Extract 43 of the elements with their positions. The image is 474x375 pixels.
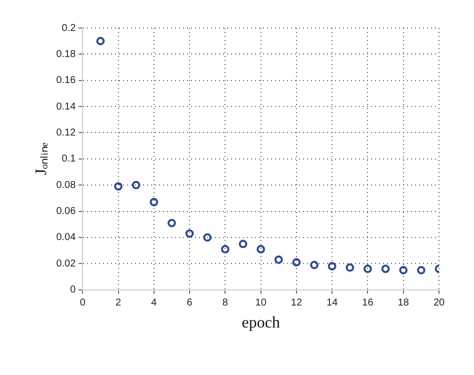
x-tick-label: 12 xyxy=(290,298,302,309)
point xyxy=(168,218,176,228)
point xyxy=(238,240,248,248)
x-tick-label: 8 xyxy=(222,298,228,309)
y-tick-label: 0.14 xyxy=(56,101,76,112)
x-tick-label: 2 xyxy=(116,298,122,309)
x-tick-label: 0 xyxy=(80,298,86,309)
y-tick-label: 0.16 xyxy=(56,75,76,86)
x-axis-title: epoch xyxy=(242,314,280,332)
point xyxy=(274,255,283,264)
y-tick-label: 0.02 xyxy=(56,258,76,270)
point xyxy=(310,260,318,270)
point xyxy=(203,233,212,242)
point xyxy=(292,258,301,267)
point xyxy=(96,36,105,46)
point xyxy=(328,262,336,270)
x-tick-label: 20 xyxy=(433,298,445,309)
x-tick-label: 10 xyxy=(255,298,267,309)
x-tick-label: 18 xyxy=(398,298,410,309)
y-tick-label: 0.12 xyxy=(56,127,76,138)
y-axis-title: Jₒₙₗᵢₙₑ xyxy=(32,142,50,176)
point xyxy=(256,245,266,254)
x-tick-label: 14 xyxy=(326,298,338,309)
point xyxy=(221,245,230,254)
point xyxy=(132,180,140,190)
y-tick-label: 0.06 xyxy=(56,206,76,218)
x-tick-label: 4 xyxy=(151,298,158,309)
point xyxy=(416,266,426,274)
y-tick-label: 0.04 xyxy=(56,232,76,244)
y-tick-label: 0.08 xyxy=(56,180,76,191)
y-tick-label: 0.2 xyxy=(62,22,76,34)
point xyxy=(114,182,122,191)
point xyxy=(185,229,194,238)
x-tick-label: 6 xyxy=(186,298,193,309)
x-tick-label: 16 xyxy=(362,298,374,309)
y-tick-label: 0 xyxy=(70,284,76,296)
y-tick-label: 0.1 xyxy=(62,154,76,165)
point xyxy=(346,263,354,272)
point xyxy=(399,266,408,274)
point xyxy=(150,198,158,206)
point xyxy=(364,264,372,274)
y-tick-label: 0.18 xyxy=(56,48,76,60)
point xyxy=(381,264,390,274)
